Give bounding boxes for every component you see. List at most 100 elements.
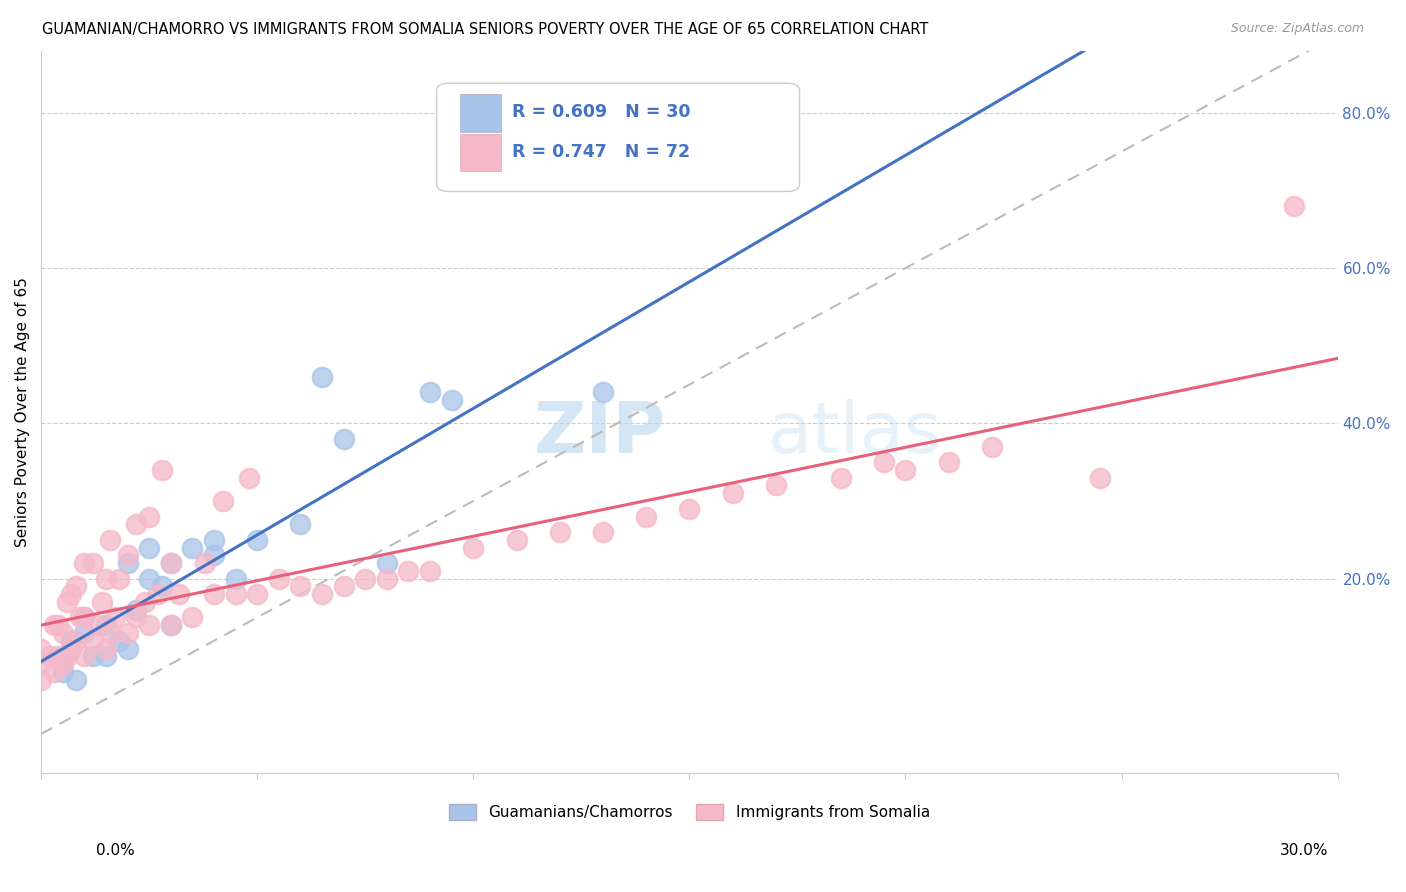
Point <box>30 657 52 671</box>
Point <box>134 595 156 609</box>
Point <box>52 649 75 664</box>
Point <box>375 556 398 570</box>
Point <box>60 587 83 601</box>
Point <box>86 618 108 632</box>
Point <box>765 478 787 492</box>
Point <box>138 541 160 555</box>
Point <box>1284 199 1306 213</box>
Text: R = 0.609   N = 30: R = 0.609 N = 30 <box>512 103 690 121</box>
Point <box>721 486 744 500</box>
Point <box>94 572 117 586</box>
Point <box>202 549 225 563</box>
FancyBboxPatch shape <box>460 134 502 171</box>
Point <box>592 385 614 400</box>
Point <box>94 641 117 656</box>
Point <box>98 533 121 547</box>
Point <box>159 556 181 570</box>
Point <box>159 618 181 632</box>
Text: 0.0%: 0.0% <box>96 843 135 858</box>
Point <box>42 618 65 632</box>
Point <box>56 649 79 664</box>
Point <box>69 610 91 624</box>
Point <box>181 610 204 624</box>
Point <box>52 665 75 679</box>
Point <box>592 524 614 539</box>
Point <box>90 595 112 609</box>
Point <box>48 649 70 664</box>
Point <box>678 501 700 516</box>
Point <box>246 533 269 547</box>
Point <box>73 556 96 570</box>
Point <box>48 618 70 632</box>
Point <box>419 564 441 578</box>
FancyBboxPatch shape <box>460 94 502 131</box>
Point <box>73 649 96 664</box>
Point <box>125 603 148 617</box>
Point <box>146 587 169 601</box>
Point <box>117 549 139 563</box>
Point <box>108 633 131 648</box>
Point <box>60 641 83 656</box>
Point <box>94 618 117 632</box>
Point <box>169 587 191 601</box>
Point <box>125 517 148 532</box>
Point <box>290 579 312 593</box>
Point <box>225 587 247 601</box>
Point <box>181 541 204 555</box>
Point <box>225 572 247 586</box>
Point <box>202 587 225 601</box>
Point <box>82 556 104 570</box>
Point <box>636 509 658 524</box>
Point <box>82 633 104 648</box>
Text: atlas: atlas <box>768 399 942 468</box>
Legend: Guamanians/Chamorros, Immigrants from Somalia: Guamanians/Chamorros, Immigrants from So… <box>443 798 936 827</box>
Point <box>505 533 527 547</box>
Text: 30.0%: 30.0% <box>1281 843 1329 858</box>
Point <box>125 610 148 624</box>
Point <box>65 633 87 648</box>
Point <box>150 463 173 477</box>
Text: GUAMANIAN/CHAMORRO VS IMMIGRANTS FROM SOMALIA SENIORS POVERTY OVER THE AGE OF 65: GUAMANIAN/CHAMORRO VS IMMIGRANTS FROM SO… <box>42 22 928 37</box>
Point <box>117 556 139 570</box>
Point <box>73 610 96 624</box>
Point <box>463 541 485 555</box>
FancyBboxPatch shape <box>436 83 800 192</box>
Point <box>117 626 139 640</box>
Point <box>938 455 960 469</box>
Point <box>238 471 260 485</box>
Text: R = 0.747   N = 72: R = 0.747 N = 72 <box>512 143 690 161</box>
Point <box>150 579 173 593</box>
Point <box>52 626 75 640</box>
Point <box>60 633 83 648</box>
Point <box>873 455 896 469</box>
Point <box>1088 471 1111 485</box>
Point <box>202 533 225 547</box>
Point <box>246 587 269 601</box>
Y-axis label: Seniors Poverty Over the Age of 65: Seniors Poverty Over the Age of 65 <box>15 277 30 547</box>
Point <box>42 665 65 679</box>
Point <box>138 572 160 586</box>
Point <box>894 463 917 477</box>
Point <box>98 626 121 640</box>
Point <box>56 595 79 609</box>
Point <box>830 471 852 485</box>
Point <box>103 610 125 624</box>
Point <box>30 673 52 687</box>
Point <box>332 432 354 446</box>
Point <box>980 440 1002 454</box>
Point <box>332 579 354 593</box>
Point <box>159 618 181 632</box>
Point <box>311 369 333 384</box>
Point <box>548 524 571 539</box>
Point <box>138 618 160 632</box>
Point <box>94 649 117 664</box>
Point <box>290 517 312 532</box>
Point <box>65 579 87 593</box>
Point <box>117 641 139 656</box>
Point <box>38 649 60 664</box>
Point <box>419 385 441 400</box>
Point <box>52 657 75 671</box>
Point <box>311 587 333 601</box>
Point <box>73 610 96 624</box>
Point <box>354 572 377 586</box>
